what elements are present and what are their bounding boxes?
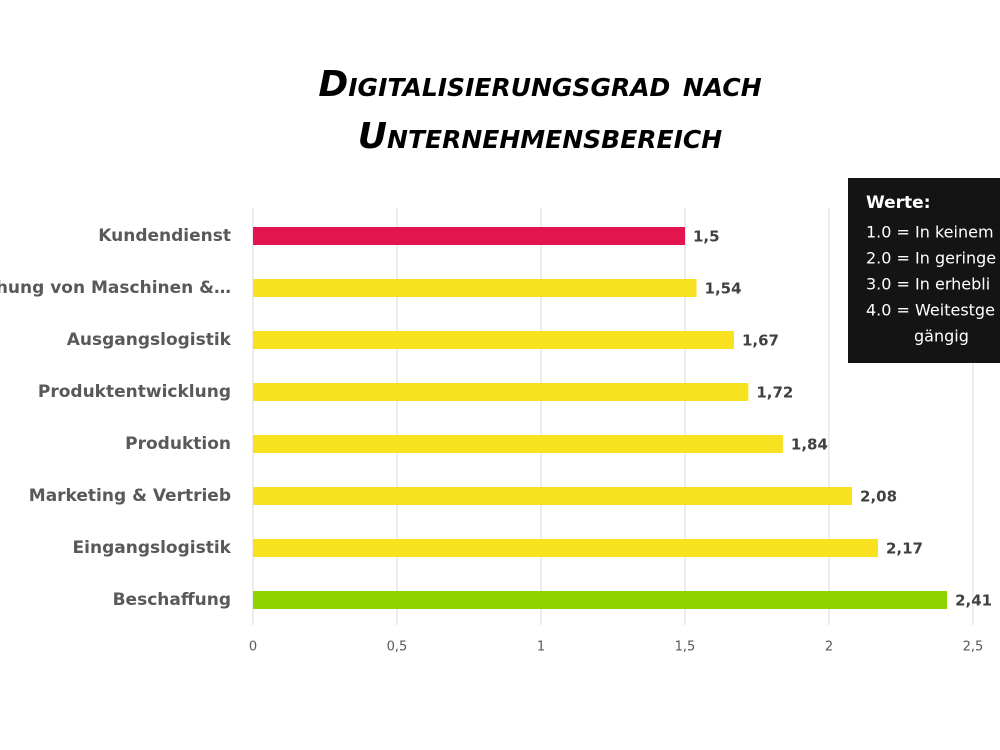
y-tick-label: Produktentwicklung <box>38 382 231 402</box>
info-title: Werte: <box>866 193 931 213</box>
x-tick-label: 1 <box>537 640 545 655</box>
bar <box>253 591 948 609</box>
bar <box>253 227 685 245</box>
info-line: 2.0 = In geringe <box>866 249 996 268</box>
info-line: 3.0 = In erhebli <box>866 275 990 294</box>
data-label: 2,08 <box>860 488 897 506</box>
data-label: 1,67 <box>742 332 779 350</box>
info-line: 4.0 = Weitestge <box>866 301 995 320</box>
info-line: gängig <box>914 327 969 346</box>
info-line: 1.0 = In keinem <box>866 223 994 242</box>
info-box <box>848 178 1000 363</box>
y-tick-label: Eingangslogistik <box>73 538 232 558</box>
data-label: 1,54 <box>705 280 742 298</box>
bar <box>253 435 783 453</box>
data-label: 1,84 <box>791 436 828 454</box>
data-label: 2,17 <box>886 540 923 558</box>
y-tick-label: Produktion <box>125 434 231 454</box>
x-tick-label: 0 <box>249 640 257 655</box>
bar <box>253 331 734 349</box>
chart-title: Unternehmensbereich <box>358 116 722 157</box>
y-tick-label: Beschaffung <box>113 590 231 610</box>
y-tick-label: Marketing & Vertrieb <box>29 486 231 506</box>
data-label: 2,41 <box>955 592 992 610</box>
bar <box>253 383 749 401</box>
data-label: 1,5 <box>693 228 720 246</box>
y-tick-label: Ausgangslogistik <box>67 330 232 350</box>
chart-title: Digitalisierungsgrad nach <box>318 64 761 105</box>
data-label: 1,72 <box>756 384 793 402</box>
bar <box>253 279 697 297</box>
x-tick-label: 0,5 <box>387 640 408 655</box>
y-tick-label: achung von Maschinen &… <box>0 278 231 298</box>
x-tick-label: 2 <box>825 640 833 655</box>
x-tick-label: 1,5 <box>675 640 696 655</box>
bar <box>253 487 853 505</box>
x-tick-label: 2,5 <box>963 640 984 655</box>
bar <box>253 539 878 557</box>
y-tick-label: Kundendienst <box>98 226 231 246</box>
